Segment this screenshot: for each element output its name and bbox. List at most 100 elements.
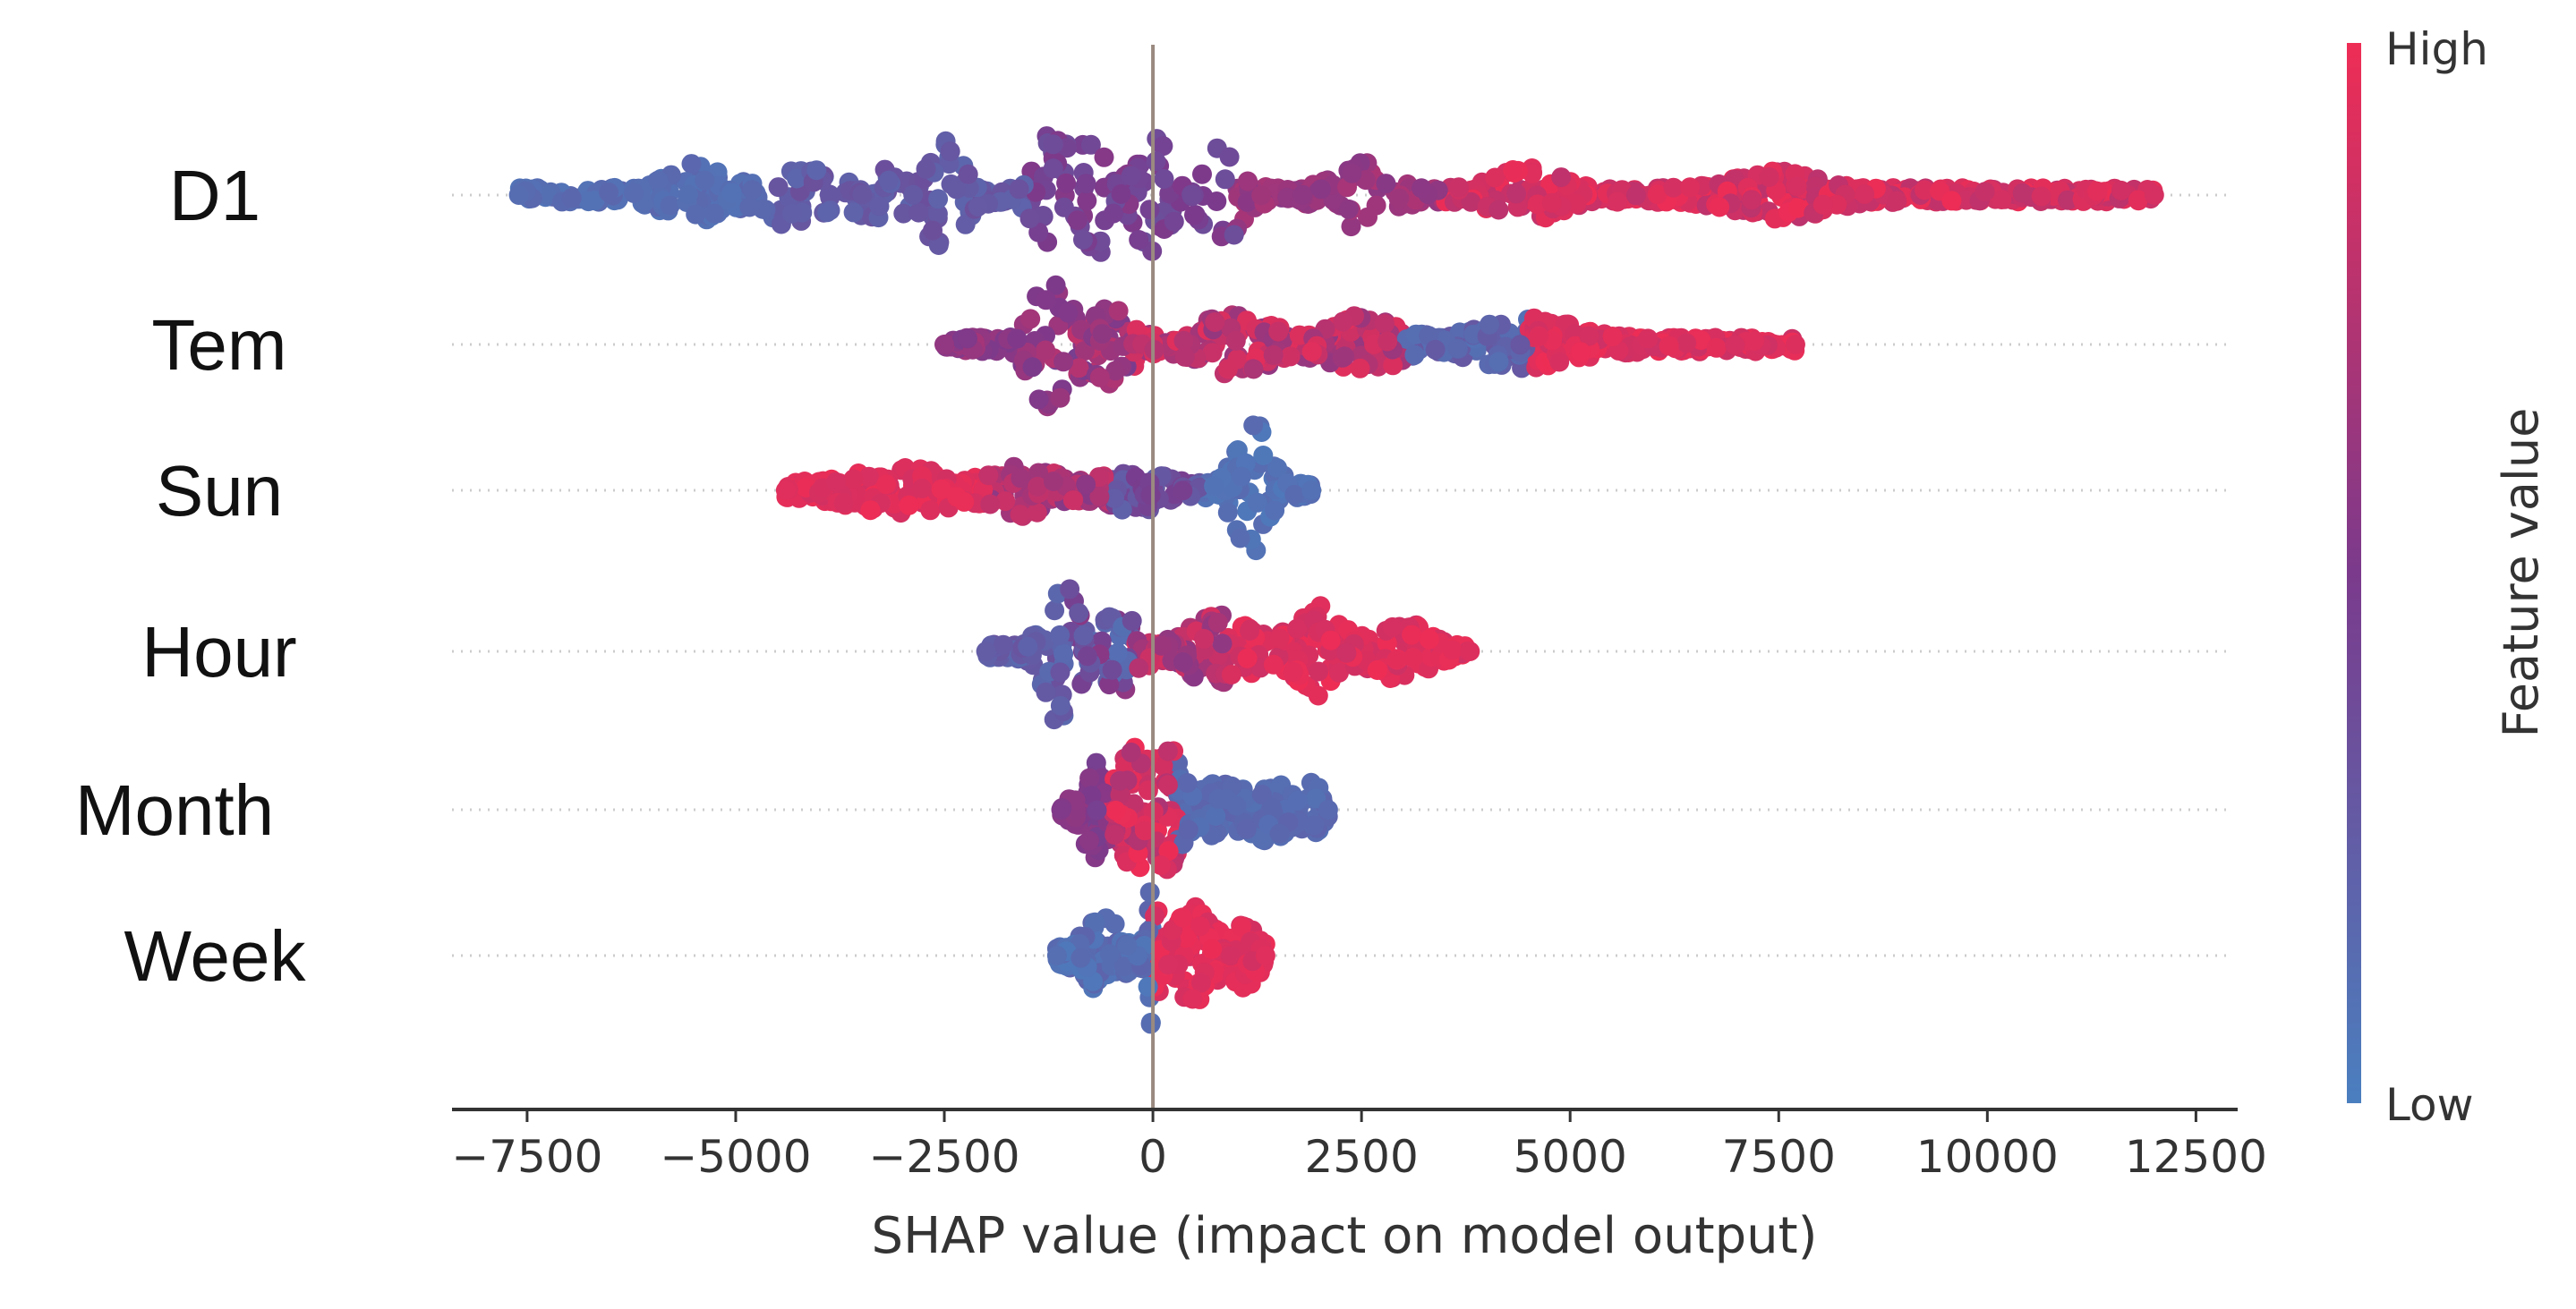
shap-point-sun (860, 500, 881, 521)
shap-point-d1 (1915, 180, 1935, 200)
shap-point-d1 (508, 185, 529, 205)
shap-point-d1 (2058, 190, 2077, 210)
shap-point-week (1070, 948, 1091, 968)
shap-point-hour (1194, 628, 1215, 649)
shap-point-tem (1108, 301, 1129, 321)
shap-point-d1 (968, 196, 988, 217)
shap-point-d1 (806, 160, 827, 181)
shap-point-hour (1122, 610, 1142, 631)
shap-point-d1 (1566, 193, 1587, 214)
shap-point-tem (1036, 290, 1056, 310)
feature-label-hour: Hour (141, 612, 296, 692)
shap-point-hour (1263, 654, 1284, 675)
shap-point-tem (1205, 312, 1225, 332)
shap-point-month (1105, 800, 1126, 820)
shap-point-week (1100, 944, 1120, 965)
shap-point-tem (1036, 340, 1056, 361)
shap-point-sun (876, 474, 897, 495)
shap-point-tem (1383, 355, 1403, 376)
shap-point-tem (1374, 313, 1395, 334)
shap-point-month (1150, 855, 1171, 875)
shap-point-d1 (1103, 203, 1123, 224)
shap-point-d1 (1710, 197, 1729, 217)
x-axis-ticks: −7500 −5000 −2500 0 2500 5000 7500 10000 12500 (451, 1109, 2267, 1183)
shap-point-sun (1265, 500, 1285, 521)
shap-point-week (1173, 907, 1193, 928)
shap-point-d1 (704, 203, 724, 224)
shap-point-d1 (1139, 200, 1160, 220)
shap-point-d1 (1342, 163, 1362, 183)
shap-point-d1 (1121, 166, 1141, 186)
shap-point-d1 (928, 189, 949, 209)
x-tick-label: −5000 (660, 1131, 811, 1183)
shap-point-hour (1077, 646, 1097, 667)
shap-point-tem (1022, 357, 1043, 378)
shap-point-sun (1217, 502, 1238, 523)
shap-point-tem (1263, 344, 1284, 365)
shap-point-d1 (2031, 186, 2051, 207)
shap-point-d1 (1153, 136, 1173, 157)
shap-point-sun (775, 480, 796, 500)
shap-point-tem (1174, 346, 1195, 367)
shap-point-d1 (1009, 179, 1029, 200)
shap-point-tem (1529, 326, 1549, 346)
shap-point-d1 (2111, 180, 2131, 200)
shap-point-d1 (660, 195, 680, 216)
shap-point-sun (1284, 484, 1305, 505)
shap-point-tem (1053, 352, 1074, 372)
shap-point-week (1138, 976, 1158, 997)
shap-point-d1 (1224, 225, 1244, 245)
shap-point-d1 (1129, 230, 1149, 250)
x-tick-label: −7500 (451, 1131, 602, 1183)
shap-point-week (1202, 939, 1223, 959)
shap-point-month (1318, 800, 1338, 820)
shap-point-sun (931, 479, 951, 499)
shap-point-d1 (561, 188, 582, 208)
shap-point-week (1139, 882, 1160, 903)
shap-point-tem (1571, 342, 1591, 362)
shap-point-d1 (1251, 185, 1272, 206)
shap-point-tem (1007, 328, 1028, 349)
shap-point-hour (1460, 642, 1480, 661)
shap-point-month (1269, 823, 1290, 844)
shap-point-tem (934, 335, 954, 354)
feature-label-month: Month (75, 770, 274, 850)
shap-point-sun (1247, 492, 1267, 513)
shap-point-tem (1602, 327, 1623, 346)
shap-point-sun (980, 494, 1001, 514)
shap-point-month (1287, 790, 1308, 811)
shap-point-d1 (1181, 184, 1202, 205)
shap-point-d1 (742, 180, 763, 200)
shap-point-hour (1308, 685, 1328, 706)
shap-point-month (1087, 800, 1107, 820)
shap-point-week (1221, 946, 1241, 966)
shap-point-month (1178, 820, 1198, 840)
shap-point-d1 (1506, 183, 1527, 204)
shap-point-d1 (1503, 160, 1523, 180)
shap-point-tem (1020, 309, 1041, 329)
shap-point-sun (1028, 476, 1048, 497)
shap-point-tem (1069, 358, 1089, 378)
shap-point-sun (1076, 474, 1096, 495)
shap-point-d1 (817, 202, 838, 223)
shap-point-tem (1744, 331, 1764, 351)
shap-point-week (1182, 989, 1203, 1009)
shap-point-d1 (1448, 177, 1469, 198)
shap-point-d1 (1813, 194, 1833, 215)
shap-point-month (1110, 785, 1130, 805)
shap-point-d1 (1207, 191, 1227, 211)
shap-point-hour (1073, 625, 1094, 646)
shap-point-d1 (1053, 197, 1074, 217)
shap-point-hour (1212, 633, 1233, 654)
shap-point-tem (1785, 335, 1805, 354)
shap-point-sun (1089, 486, 1110, 506)
shap-point-month (1236, 819, 1257, 839)
shap-point-hour (1018, 636, 1038, 657)
shap-point-hour (1240, 621, 1259, 641)
shap-point-d1 (940, 141, 960, 162)
shap-point-month (1121, 742, 1141, 762)
shap-point-tem (1058, 302, 1079, 323)
shap-point-d1 (1111, 183, 1131, 204)
shap-point-tem (1173, 330, 1194, 351)
shap-point-d1 (1541, 192, 1562, 213)
